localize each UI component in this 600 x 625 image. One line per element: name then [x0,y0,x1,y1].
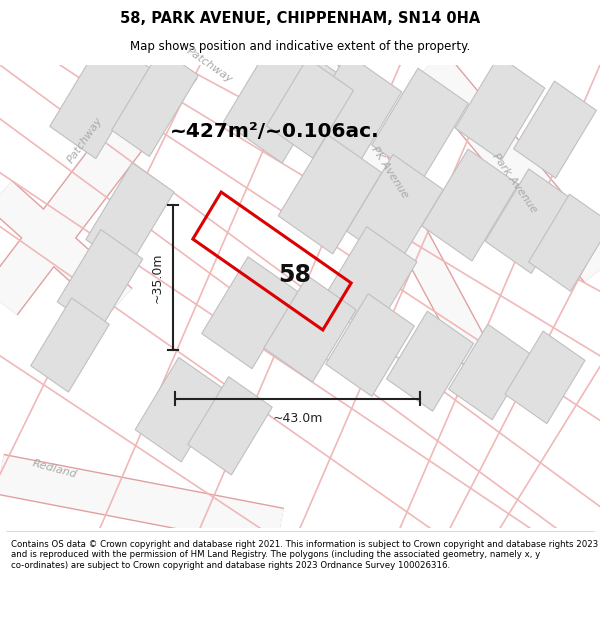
Polygon shape [264,276,356,382]
Polygon shape [371,68,469,180]
Polygon shape [449,324,532,420]
Polygon shape [455,56,545,161]
Polygon shape [505,331,585,424]
Polygon shape [326,294,415,396]
Text: Map shows position and indicative extent of the property.: Map shows position and indicative extent… [130,40,470,53]
Polygon shape [266,58,353,158]
Polygon shape [223,32,337,163]
Text: Redland: Redland [32,458,79,479]
Text: 58: 58 [278,263,311,287]
Polygon shape [50,36,150,159]
Polygon shape [112,49,199,156]
Text: Park Avenue: Park Avenue [491,152,539,215]
Polygon shape [135,357,225,462]
Text: ~427m²/~0.106ac.: ~427m²/~0.106ac. [170,122,380,141]
Polygon shape [347,154,443,266]
Text: Patchway: Patchway [65,116,104,165]
Polygon shape [57,229,143,331]
Polygon shape [422,149,518,261]
Polygon shape [386,311,473,411]
Polygon shape [31,298,109,392]
Polygon shape [485,169,575,273]
Polygon shape [188,377,272,475]
Text: ~43.0m: ~43.0m [272,412,323,425]
Text: Contains OS data © Crown copyright and database right 2021. This information is : Contains OS data © Crown copyright and d… [11,540,598,569]
Text: PK Avenue: PK Avenue [370,145,410,201]
Text: 58, PARK AVENUE, CHIPPENHAM, SN14 0HA: 58, PARK AVENUE, CHIPPENHAM, SN14 0HA [120,11,480,26]
Polygon shape [323,227,417,334]
Text: ~35.0m: ~35.0m [151,253,164,303]
Polygon shape [278,134,382,254]
Polygon shape [529,194,600,291]
Polygon shape [298,54,402,173]
Polygon shape [86,162,174,269]
Text: Patchway: Patchway [185,46,235,84]
Polygon shape [202,257,298,369]
Polygon shape [514,81,596,178]
